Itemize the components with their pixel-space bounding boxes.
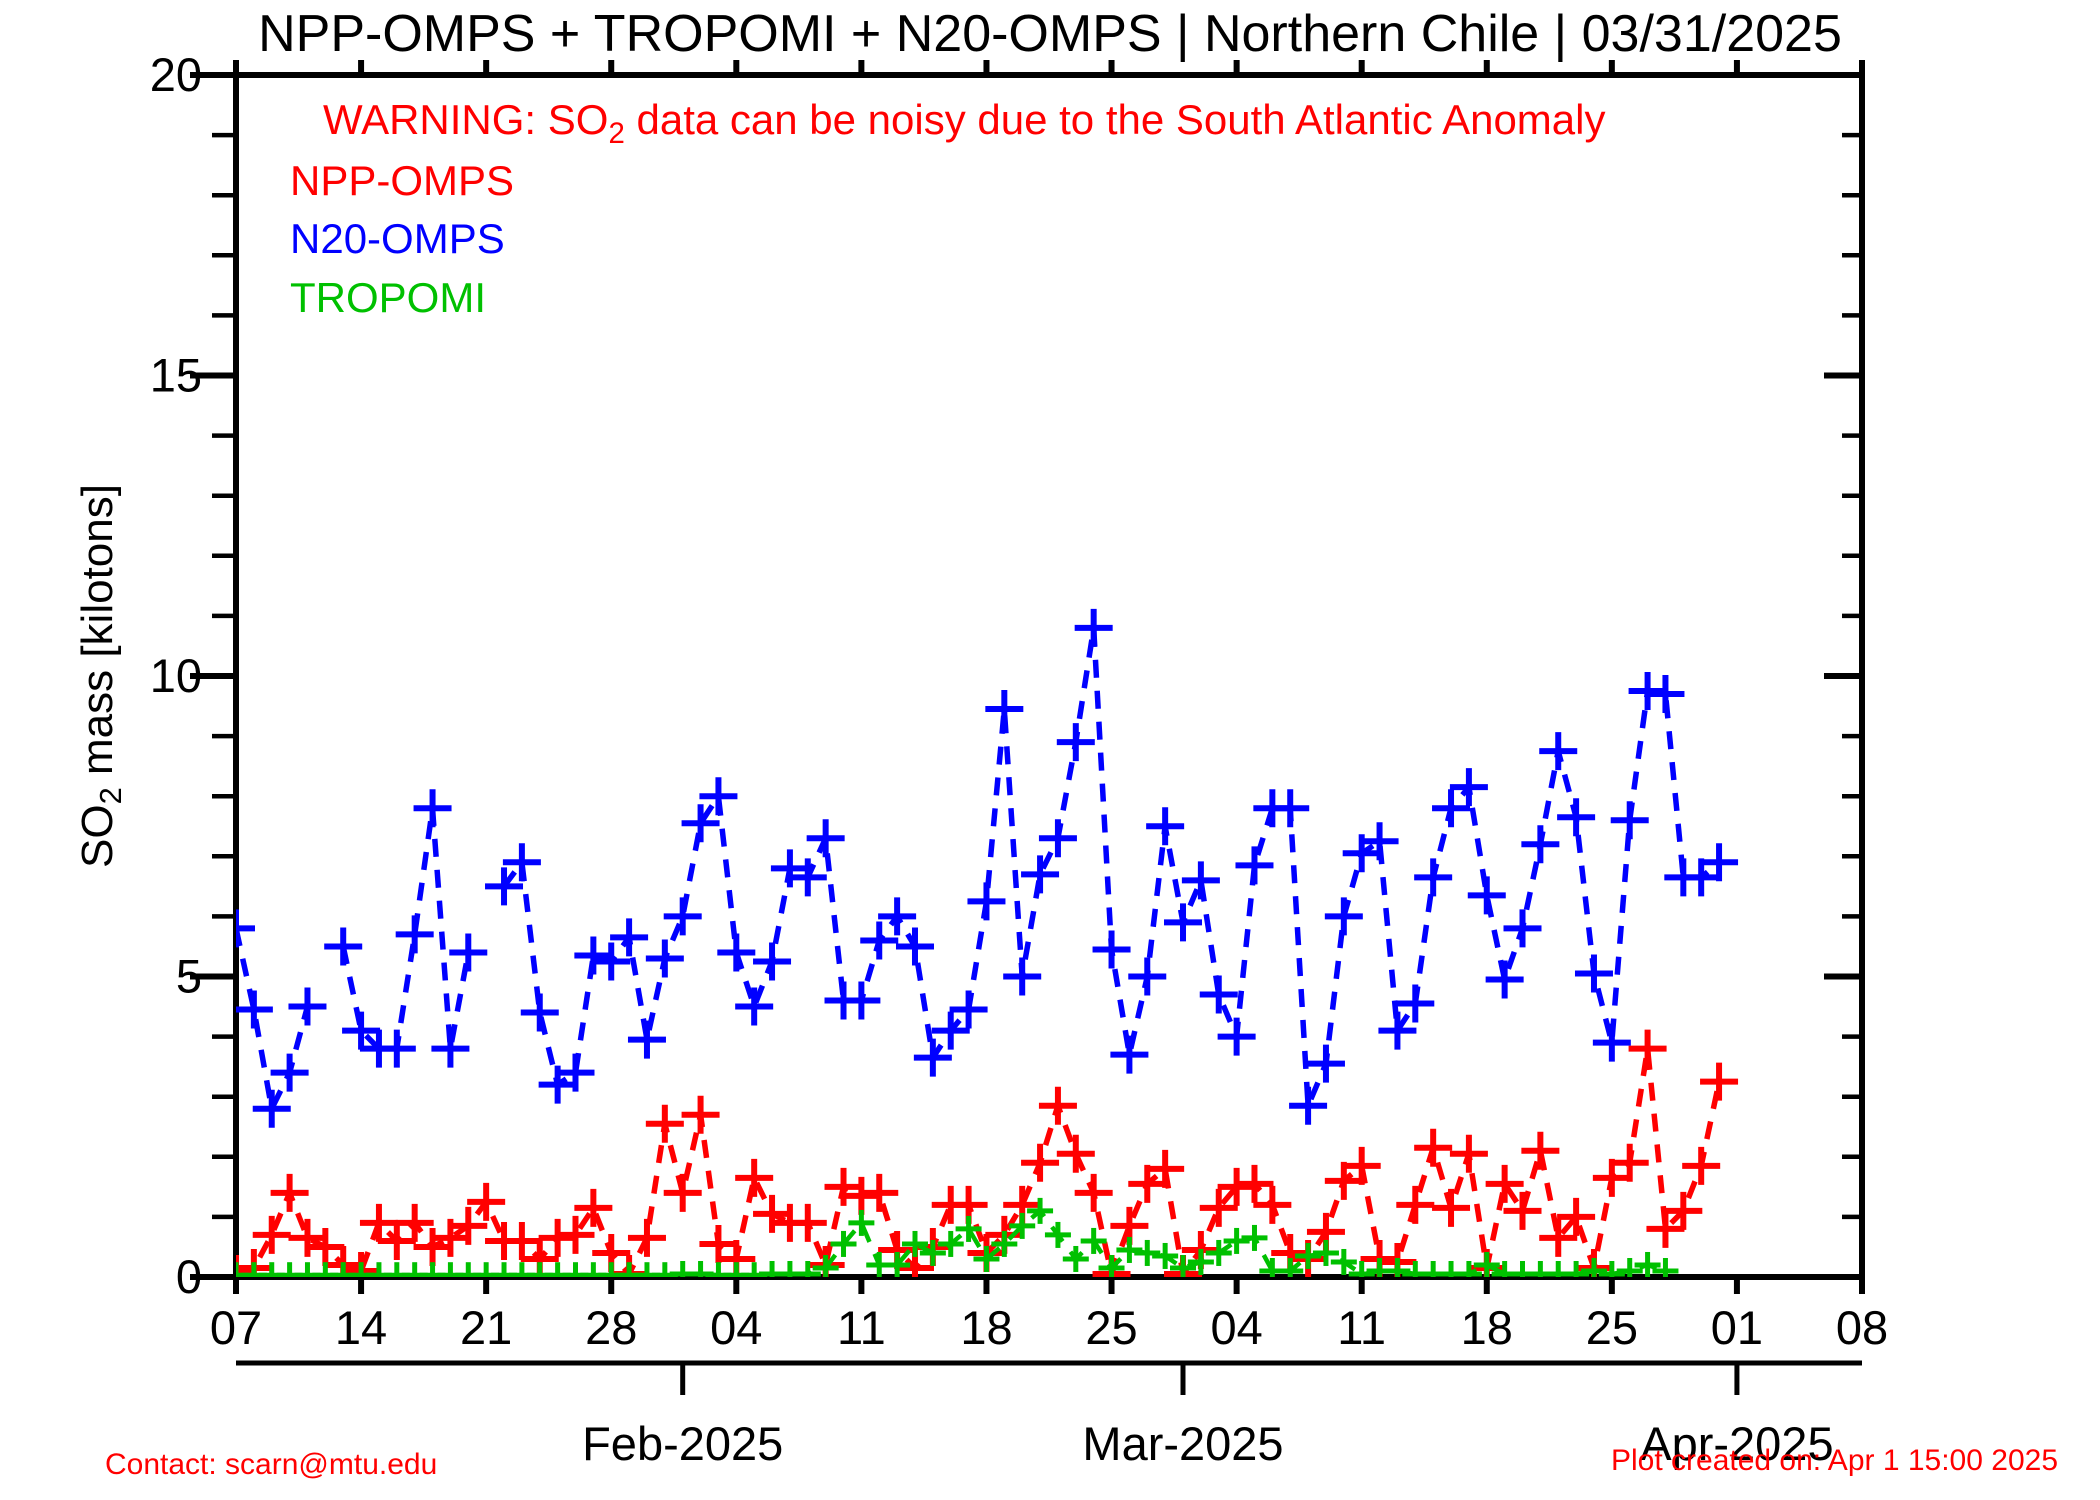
y-tick-label: 5 (176, 950, 202, 1003)
x-tick-label: 25 (1586, 1301, 1638, 1354)
y-axis-label-post: mass [kilotons] (73, 484, 122, 788)
series-n20-omps (236, 608, 1739, 1128)
x-tick-label: 04 (710, 1301, 762, 1354)
x-tick-label: 07 (210, 1301, 262, 1354)
warning-text-pre: WARNING: SO (323, 96, 609, 143)
y-axis-label-sub: 2 (93, 787, 128, 805)
plot-created-text: Plot created on: Apr 1 15:00 2025 (1611, 1444, 2058, 1477)
x-tick-label: 18 (960, 1301, 1012, 1354)
x-tick-label: 18 (1461, 1301, 1513, 1354)
y-tick-label: 10 (150, 649, 202, 702)
series-npp-omps (236, 1029, 1739, 1277)
contact-text: Contact: scarn@mtu.edu (105, 1448, 438, 1481)
x-tick-label: 25 (1085, 1301, 1137, 1354)
x-tick-label: 11 (837, 1301, 886, 1354)
x-tick-label: 08 (1836, 1301, 1888, 1354)
x-tick-label: 21 (460, 1301, 512, 1354)
chart-title: NPP-OMPS + TROPOMI + N20-OMPS | Northern… (258, 5, 1842, 63)
y-tick-label: 20 (150, 48, 202, 101)
y-tick-label: 15 (150, 349, 202, 402)
month-tick-label: Mar-2025 (1082, 1417, 1283, 1470)
legend-n20-omps: N20-OMPS (290, 215, 505, 262)
legend-tropomi: TROPOMI (290, 274, 486, 321)
y-axis-label-pre: SO (73, 804, 122, 868)
x-tick-label: 04 (1210, 1301, 1262, 1354)
month-tick-label: Apr-2025 (1640, 1417, 1833, 1470)
series-tropomi (236, 1197, 1679, 1277)
warning-text-post: data can be noisy due to the South Atlan… (624, 96, 1606, 143)
legend-npp-omps: NPP-OMPS (290, 157, 515, 204)
month-axis: Feb-2025 Mar-2025 Apr-2025 (236, 1360, 1862, 1470)
x-tick-label: 28 (585, 1301, 637, 1354)
x-tick-label: 11 (1337, 1301, 1386, 1354)
y-axis-label: SO2 mass [kilotons] (73, 484, 128, 868)
x-tick-label: 14 (335, 1301, 387, 1354)
warning-text: WARNING: SO2 data can be noisy due to th… (323, 96, 1606, 148)
warning-text-sub: 2 (608, 117, 625, 150)
month-tick-label: Feb-2025 (582, 1417, 783, 1470)
axes: 0 5 10 15 20 07 14 21 28 04 11 18 25 04 11 18 25 01 08 (150, 48, 1888, 1354)
y-tick-label: 0 (176, 1250, 202, 1303)
x-tick-label: 01 (1711, 1301, 1763, 1354)
